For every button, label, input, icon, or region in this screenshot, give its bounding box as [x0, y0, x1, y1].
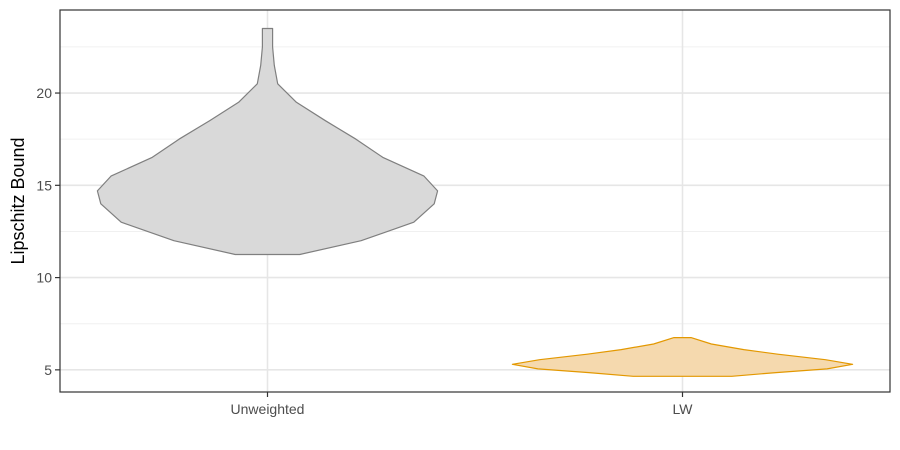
axis-layer: 5 10 15 20 Unweighted LW	[36, 85, 693, 417]
violin-lw	[511, 337, 854, 377]
violin-unweighted	[96, 27, 439, 256]
y-axis-title: Lipschitz Bound	[8, 137, 28, 264]
y-tick-label: 15	[36, 177, 52, 193]
y-tick-label: 20	[36, 85, 52, 101]
y-tick-label: 5	[44, 362, 52, 378]
x-tick-label: Unweighted	[231, 401, 305, 417]
violin-layer	[96, 27, 854, 377]
y-tick-label: 10	[36, 270, 52, 286]
x-tick-label: LW	[673, 401, 694, 417]
panel-border	[59, 9, 891, 393]
